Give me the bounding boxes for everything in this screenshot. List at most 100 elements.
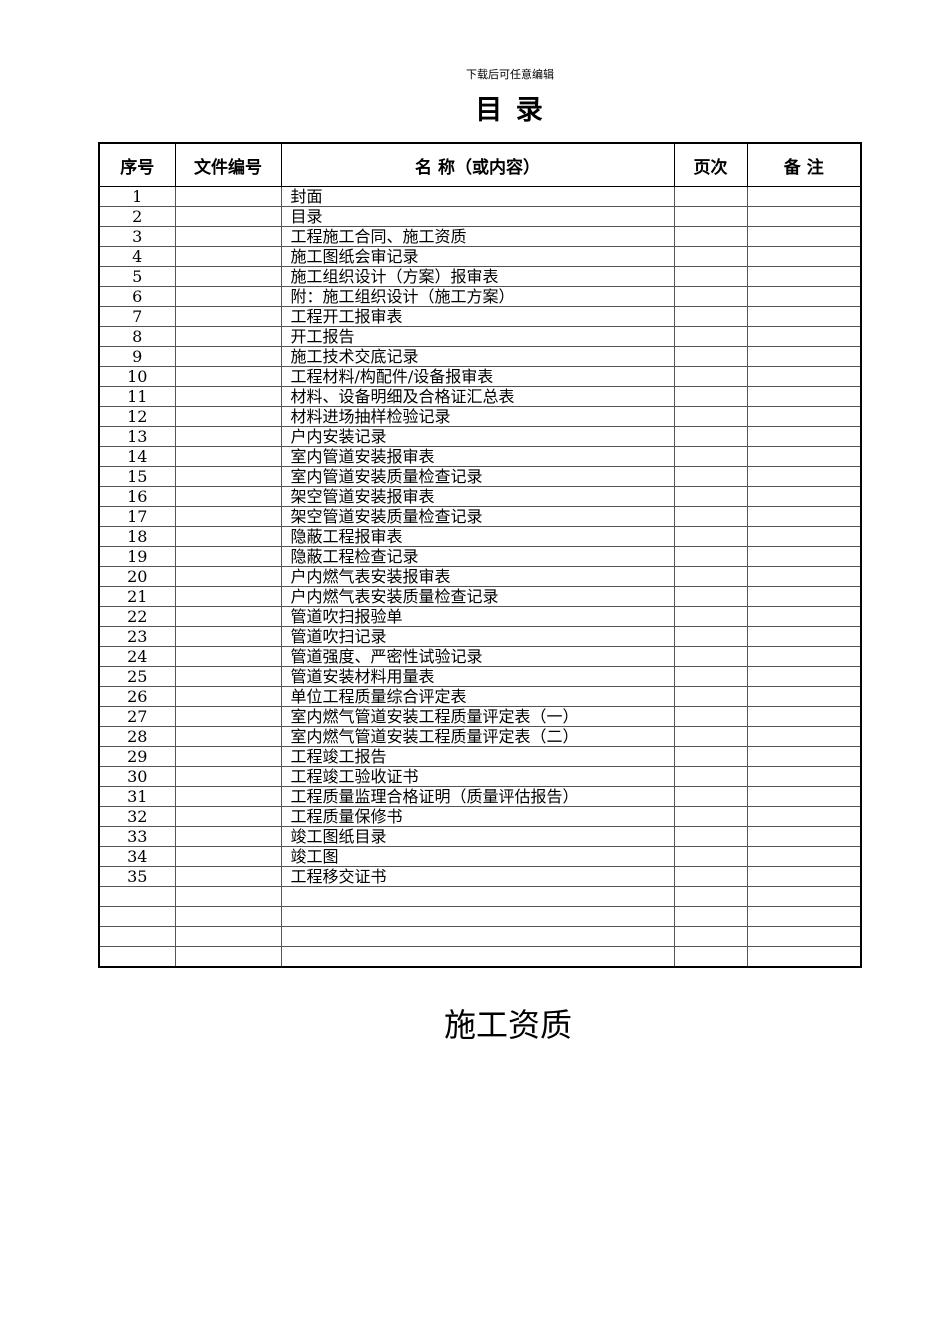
- cell-name: 室内燃气管道安装工程质量评定表（一）: [280, 706, 675, 727]
- cell-page: [673, 926, 748, 947]
- cell-name: 管道吹扫记录: [280, 626, 675, 647]
- cell-file-no: [174, 746, 282, 767]
- cell-no: [98, 926, 176, 947]
- cell-name: 架空管道安装质量检查记录: [280, 506, 675, 527]
- cell-name: 附：施工组织设计（施工方案）: [280, 286, 675, 307]
- cell-no: 17: [98, 506, 176, 527]
- cell-file-no: [174, 226, 282, 247]
- cell-no: [98, 906, 176, 927]
- table-row: 19 隐蔽工程检查记录: [98, 546, 862, 567]
- cell-page: [673, 586, 748, 607]
- cell-remarks: [746, 186, 862, 207]
- cell-name: 施工组织设计（方案）报审表: [280, 266, 675, 287]
- cell-remarks: [746, 246, 862, 267]
- cell-file-no: [174, 586, 282, 607]
- column-header-file-no: 文件编号: [174, 142, 282, 187]
- cell-name: 户内燃气表安装质量检查记录: [280, 586, 675, 607]
- cell-no: 2: [98, 206, 176, 227]
- cell-page: [673, 506, 748, 527]
- cell-name: 工程材料/构配件/设备报审表: [280, 366, 675, 387]
- cell-no: 4: [98, 246, 176, 267]
- cell-file-no: [174, 726, 282, 747]
- table-row: 15 室内管道安装质量检查记录: [98, 466, 862, 487]
- cell-no: 6: [98, 286, 176, 307]
- cell-no: 8: [98, 326, 176, 347]
- cell-no: 19: [98, 546, 176, 567]
- table-row: 22 管道吹扫报验单: [98, 606, 862, 627]
- table-row: 27 室内燃气管道安装工程质量评定表（一）: [98, 706, 862, 727]
- cell-remarks: [746, 506, 862, 527]
- cell-no: 21: [98, 586, 176, 607]
- cell-file-no: [174, 766, 282, 787]
- column-header-name: 名 称（或内容）: [280, 142, 675, 187]
- cell-name: 工程质量监理合格证明（质量评估报告）: [280, 786, 675, 807]
- cell-file-no: [174, 946, 282, 968]
- cell-name: 工程施工合同、施工资质: [280, 226, 675, 247]
- cell-name: 管道强度、严密性试验记录: [280, 646, 675, 667]
- cell-remarks: [746, 906, 862, 927]
- cell-page: [673, 326, 748, 347]
- cell-file-no: [174, 386, 282, 407]
- cell-no: 26: [98, 686, 176, 707]
- table-row: 6 附：施工组织设计（施工方案）: [98, 286, 862, 307]
- cell-remarks: [746, 366, 862, 387]
- cell-no: 1: [98, 186, 176, 207]
- cell-page: [673, 486, 748, 507]
- cell-remarks: [746, 266, 862, 287]
- cell-remarks: [746, 306, 862, 327]
- cell-no: 31: [98, 786, 176, 807]
- cell-file-no: [174, 506, 282, 527]
- cell-page: [673, 646, 748, 667]
- table-row: 35 工程移交证书: [98, 866, 862, 887]
- cell-page: [673, 666, 748, 687]
- cell-no: 32: [98, 806, 176, 827]
- cell-file-no: [174, 686, 282, 707]
- cell-file-no: [174, 606, 282, 627]
- table-row: 13 户内安装记录: [98, 426, 862, 447]
- table-row: 20 户内燃气表安装报审表: [98, 566, 862, 587]
- table-row: 30 工程竣工验收证书: [98, 766, 862, 787]
- table-row: [98, 906, 862, 927]
- cell-page: [673, 746, 748, 767]
- cell-remarks: [746, 546, 862, 567]
- cell-file-no: [174, 406, 282, 427]
- cell-file-no: [174, 326, 282, 347]
- cell-file-no: [174, 546, 282, 567]
- cell-page: [673, 466, 748, 487]
- cell-page: [673, 686, 748, 707]
- cell-no: 27: [98, 706, 176, 727]
- cell-no: 28: [98, 726, 176, 747]
- cell-file-no: [174, 866, 282, 887]
- cell-page: [673, 906, 748, 927]
- table-row: 21 户内燃气表安装质量检查记录: [98, 586, 862, 607]
- cell-page: [673, 606, 748, 627]
- cell-file-no: [174, 846, 282, 867]
- cell-file-no: [174, 206, 282, 227]
- cell-file-no: [174, 426, 282, 447]
- cell-page: [673, 706, 748, 727]
- cell-name: 封面: [280, 186, 675, 207]
- cell-page: [673, 866, 748, 887]
- cell-page: [673, 246, 748, 267]
- cell-name: 施工技术交底记录: [280, 346, 675, 367]
- cell-remarks: [746, 926, 862, 947]
- cell-remarks: [746, 866, 862, 887]
- table-row: 29 工程竣工报告: [98, 746, 862, 767]
- cell-page: [673, 566, 748, 587]
- cell-no: [98, 886, 176, 907]
- cell-no: [98, 946, 176, 968]
- cell-file-no: [174, 286, 282, 307]
- cell-name: 单位工程质量综合评定表: [280, 686, 675, 707]
- cell-name: [280, 926, 675, 947]
- cell-file-no: [174, 266, 282, 287]
- column-header-remarks: 备 注: [746, 142, 862, 187]
- table-row: 12 材料进场抽样检验记录: [98, 406, 862, 427]
- cell-remarks: [746, 706, 862, 727]
- cell-name: 开工报告: [280, 326, 675, 347]
- table-row: 33 竣工图纸目录: [98, 826, 862, 847]
- cell-no: 11: [98, 386, 176, 407]
- table-row: 14 室内管道安装报审表: [98, 446, 862, 467]
- cell-remarks: [746, 346, 862, 367]
- cell-file-no: [174, 706, 282, 727]
- cell-no: 25: [98, 666, 176, 687]
